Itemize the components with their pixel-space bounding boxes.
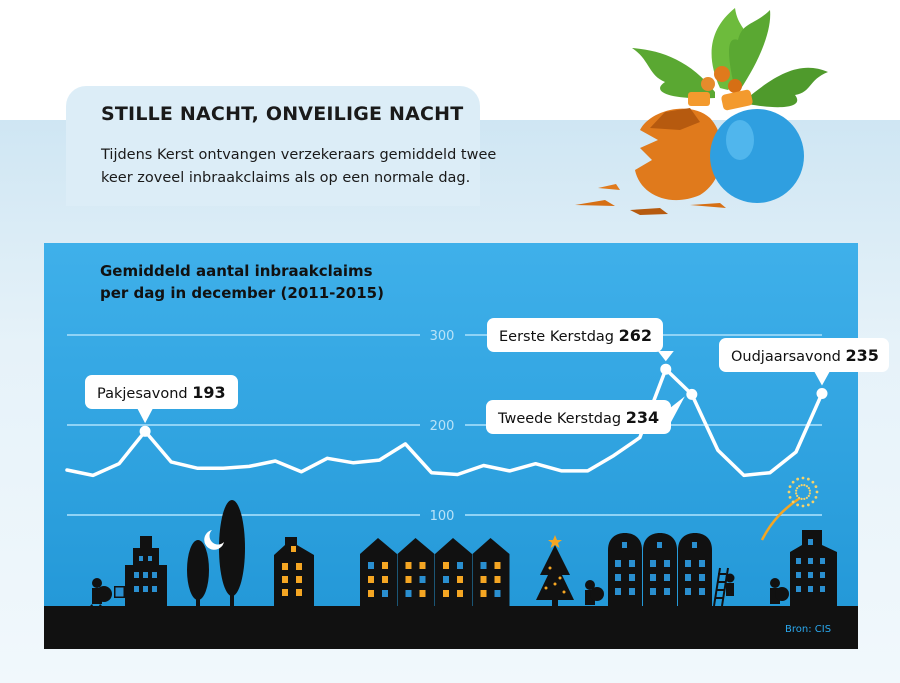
y-tick-label: 100	[430, 509, 455, 524]
y-tick-label: 300	[430, 329, 455, 344]
burglar-icon	[88, 578, 112, 608]
annotation-value: 235	[845, 346, 878, 365]
annotation-callout: Pakjesavond 193	[85, 375, 238, 424]
annotation-point	[139, 425, 151, 437]
annotation-label: Oudjaarsavond	[731, 349, 845, 365]
annotation-callout: Eerste Kerstdag 262	[487, 318, 674, 362]
annotation-value: 262	[619, 326, 652, 345]
annotation-value: 234	[626, 408, 659, 427]
header-card	[66, 86, 480, 206]
annotation-point	[816, 388, 828, 399]
annotation-callout: Tweede Kerstdag 234	[486, 396, 685, 434]
city-skyline-silhouette	[44, 476, 858, 649]
svg-text:Oudjaarsavond 235: Oudjaarsavond 235	[731, 346, 879, 365]
house-icon	[274, 537, 314, 606]
tree-icon	[187, 500, 245, 607]
annotation-callout: Oudjaarsavond 235	[719, 338, 889, 386]
gabled-house-icon	[114, 536, 167, 606]
annotation-point	[686, 388, 698, 400]
row-houses-icon	[360, 538, 510, 606]
series-line	[65, 367, 824, 478]
svg-text:Pakjesavond 193: Pakjesavond 193	[97, 383, 226, 402]
burglar-icon	[770, 578, 789, 604]
svg-text:Tweede Kerstdag 234: Tweede Kerstdag 234	[497, 408, 659, 427]
blue-ornament-icon	[710, 89, 804, 203]
annotation-label: Eerste Kerstdag	[499, 329, 619, 345]
holly-leaves-icon	[632, 8, 828, 108]
svg-text:Eerste Kerstdag 262: Eerste Kerstdag 262	[499, 326, 652, 345]
firework-icon	[760, 476, 819, 541]
ladder-icon	[713, 567, 729, 607]
source-note: Bron: CIS	[785, 624, 832, 635]
annotation-value: 193	[192, 383, 225, 402]
burglar-icon	[725, 573, 735, 596]
broken-orange-ornament-icon	[575, 92, 726, 215]
chart-title: Gemiddeld aantal inbraakclaims per dag i…	[100, 262, 384, 302]
page-title: STILLE NACHT, ONVEILIGE NACHT	[101, 103, 464, 125]
page-subtitle: Tijdens Kerst ontvangen verzekeraars gem…	[101, 147, 497, 186]
house-icon	[790, 530, 837, 606]
annotation-label: Pakjesavond	[97, 386, 192, 402]
ground-strip	[44, 606, 858, 649]
star-icon	[548, 535, 562, 548]
annotation-label: Tweede Kerstdag	[497, 411, 626, 427]
gabled-houses-icon	[608, 533, 712, 606]
y-tick-label: 200	[430, 419, 455, 434]
christmas-tree-icon	[536, 535, 574, 606]
burglar-icon	[585, 580, 604, 605]
moon-icon	[204, 530, 224, 550]
annotation-point	[660, 363, 672, 375]
